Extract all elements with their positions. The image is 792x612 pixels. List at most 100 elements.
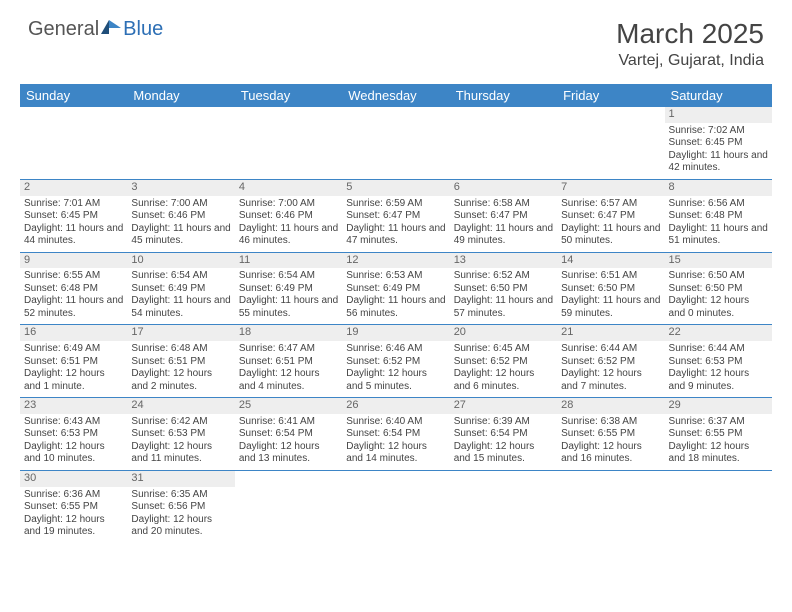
- month-title: March 2025: [616, 18, 764, 50]
- sunset-text: Sunset: 6:50 PM: [454, 283, 553, 296]
- logo-text-part1: General: [28, 18, 99, 41]
- sunset-text: Sunset: 6:53 PM: [131, 428, 230, 441]
- sunset-text: Sunset: 6:51 PM: [131, 356, 230, 369]
- sunset-text: Sunset: 6:51 PM: [24, 356, 123, 369]
- daylight-text: Daylight: 12 hours and 9 minutes.: [669, 368, 768, 393]
- sunrise-text: Sunrise: 6:49 AM: [24, 343, 123, 356]
- daylight-text: Daylight: 11 hours and 57 minutes.: [454, 295, 553, 320]
- calendar-day-cell: 17Sunrise: 6:48 AMSunset: 6:51 PMDayligh…: [127, 325, 234, 398]
- calendar-day-cell: 20Sunrise: 6:45 AMSunset: 6:52 PMDayligh…: [450, 325, 557, 398]
- day-number: 1: [665, 107, 772, 123]
- calendar-day-cell: 4Sunrise: 7:00 AMSunset: 6:46 PMDaylight…: [235, 179, 342, 252]
- daylight-text: Daylight: 12 hours and 5 minutes.: [346, 368, 445, 393]
- calendar-day-cell: 1Sunrise: 7:02 AMSunset: 6:45 PMDaylight…: [665, 107, 772, 179]
- calendar-day-cell: 11Sunrise: 6:54 AMSunset: 6:49 PMDayligh…: [235, 252, 342, 325]
- sunrise-text: Sunrise: 6:50 AM: [669, 270, 768, 283]
- sunset-text: Sunset: 6:55 PM: [24, 501, 123, 514]
- sunrise-text: Sunrise: 6:58 AM: [454, 198, 553, 211]
- day-header: Saturday: [665, 84, 772, 107]
- day-number: 8: [665, 180, 772, 196]
- calendar-day-cell: [557, 107, 664, 179]
- calendar-table: Sunday Monday Tuesday Wednesday Thursday…: [20, 84, 772, 543]
- calendar-day-cell: 31Sunrise: 6:35 AMSunset: 6:56 PMDayligh…: [127, 470, 234, 542]
- day-number: 11: [235, 253, 342, 269]
- sunset-text: Sunset: 6:47 PM: [346, 210, 445, 223]
- daylight-text: Daylight: 11 hours and 55 minutes.: [239, 295, 338, 320]
- day-number: 18: [235, 325, 342, 341]
- calendar-week-row: 2Sunrise: 7:01 AMSunset: 6:45 PMDaylight…: [20, 179, 772, 252]
- calendar-day-cell: [235, 107, 342, 179]
- sunset-text: Sunset: 6:45 PM: [24, 210, 123, 223]
- day-number: 5: [342, 180, 449, 196]
- sunrise-text: Sunrise: 6:55 AM: [24, 270, 123, 283]
- calendar-day-cell: [665, 470, 772, 542]
- sunrise-text: Sunrise: 6:44 AM: [561, 343, 660, 356]
- day-number: 27: [450, 398, 557, 414]
- sunrise-text: Sunrise: 6:39 AM: [454, 416, 553, 429]
- daylight-text: Daylight: 12 hours and 14 minutes.: [346, 441, 445, 466]
- calendar-week-row: 23Sunrise: 6:43 AMSunset: 6:53 PMDayligh…: [20, 398, 772, 471]
- daylight-text: Daylight: 12 hours and 10 minutes.: [24, 441, 123, 466]
- calendar-day-cell: 9Sunrise: 6:55 AMSunset: 6:48 PMDaylight…: [20, 252, 127, 325]
- sunrise-text: Sunrise: 6:36 AM: [24, 489, 123, 502]
- daylight-text: Daylight: 11 hours and 44 minutes.: [24, 223, 123, 248]
- calendar-week-row: 9Sunrise: 6:55 AMSunset: 6:48 PMDaylight…: [20, 252, 772, 325]
- calendar-week-row: 1Sunrise: 7:02 AMSunset: 6:45 PMDaylight…: [20, 107, 772, 179]
- daylight-text: Daylight: 12 hours and 20 minutes.: [131, 514, 230, 539]
- sunrise-text: Sunrise: 7:00 AM: [239, 198, 338, 211]
- sunrise-text: Sunrise: 6:57 AM: [561, 198, 660, 211]
- daylight-text: Daylight: 11 hours and 45 minutes.: [131, 223, 230, 248]
- calendar-day-cell: [127, 107, 234, 179]
- day-number: 4: [235, 180, 342, 196]
- calendar-day-cell: [450, 107, 557, 179]
- calendar-day-cell: 23Sunrise: 6:43 AMSunset: 6:53 PMDayligh…: [20, 398, 127, 471]
- sunrise-text: Sunrise: 6:53 AM: [346, 270, 445, 283]
- calendar-day-cell: 7Sunrise: 6:57 AMSunset: 6:47 PMDaylight…: [557, 179, 664, 252]
- calendar-day-cell: 8Sunrise: 6:56 AMSunset: 6:48 PMDaylight…: [665, 179, 772, 252]
- daylight-text: Daylight: 11 hours and 52 minutes.: [24, 295, 123, 320]
- day-number: 13: [450, 253, 557, 269]
- daylight-text: Daylight: 11 hours and 49 minutes.: [454, 223, 553, 248]
- calendar-day-cell: 13Sunrise: 6:52 AMSunset: 6:50 PMDayligh…: [450, 252, 557, 325]
- day-number: 15: [665, 253, 772, 269]
- sunset-text: Sunset: 6:52 PM: [346, 356, 445, 369]
- calendar-body: 1Sunrise: 7:02 AMSunset: 6:45 PMDaylight…: [20, 107, 772, 543]
- flag-icon: [101, 17, 123, 33]
- calendar-day-cell: [20, 107, 127, 179]
- sunset-text: Sunset: 6:47 PM: [454, 210, 553, 223]
- sunrise-text: Sunrise: 6:43 AM: [24, 416, 123, 429]
- sunrise-text: Sunrise: 6:46 AM: [346, 343, 445, 356]
- sunrise-text: Sunrise: 6:47 AM: [239, 343, 338, 356]
- day-number: 20: [450, 325, 557, 341]
- sunset-text: Sunset: 6:53 PM: [24, 428, 123, 441]
- sunset-text: Sunset: 6:50 PM: [669, 283, 768, 296]
- calendar-day-cell: 25Sunrise: 6:41 AMSunset: 6:54 PMDayligh…: [235, 398, 342, 471]
- sunset-text: Sunset: 6:54 PM: [454, 428, 553, 441]
- calendar-day-cell: 18Sunrise: 6:47 AMSunset: 6:51 PMDayligh…: [235, 325, 342, 398]
- day-number: 28: [557, 398, 664, 414]
- calendar-day-cell: 2Sunrise: 7:01 AMSunset: 6:45 PMDaylight…: [20, 179, 127, 252]
- sunrise-text: Sunrise: 7:02 AM: [669, 125, 768, 138]
- calendar-day-cell: 6Sunrise: 6:58 AMSunset: 6:47 PMDaylight…: [450, 179, 557, 252]
- sunrise-text: Sunrise: 6:54 AM: [239, 270, 338, 283]
- calendar-day-cell: 24Sunrise: 6:42 AMSunset: 6:53 PMDayligh…: [127, 398, 234, 471]
- day-number: 30: [20, 471, 127, 487]
- calendar-day-cell: 5Sunrise: 6:59 AMSunset: 6:47 PMDaylight…: [342, 179, 449, 252]
- calendar-day-cell: 16Sunrise: 6:49 AMSunset: 6:51 PMDayligh…: [20, 325, 127, 398]
- sunset-text: Sunset: 6:49 PM: [346, 283, 445, 296]
- sunset-text: Sunset: 6:51 PM: [239, 356, 338, 369]
- sunrise-text: Sunrise: 6:41 AM: [239, 416, 338, 429]
- sunset-text: Sunset: 6:52 PM: [454, 356, 553, 369]
- day-header: Thursday: [450, 84, 557, 107]
- location-subtitle: Vartej, Gujarat, India: [616, 52, 764, 70]
- day-number: 26: [342, 398, 449, 414]
- day-number: 29: [665, 398, 772, 414]
- sunrise-text: Sunrise: 6:35 AM: [131, 489, 230, 502]
- day-number: 14: [557, 253, 664, 269]
- calendar-day-cell: [235, 470, 342, 542]
- sunset-text: Sunset: 6:49 PM: [239, 283, 338, 296]
- calendar-day-cell: 15Sunrise: 6:50 AMSunset: 6:50 PMDayligh…: [665, 252, 772, 325]
- sunset-text: Sunset: 6:54 PM: [239, 428, 338, 441]
- day-number: 9: [20, 253, 127, 269]
- calendar-week-row: 16Sunrise: 6:49 AMSunset: 6:51 PMDayligh…: [20, 325, 772, 398]
